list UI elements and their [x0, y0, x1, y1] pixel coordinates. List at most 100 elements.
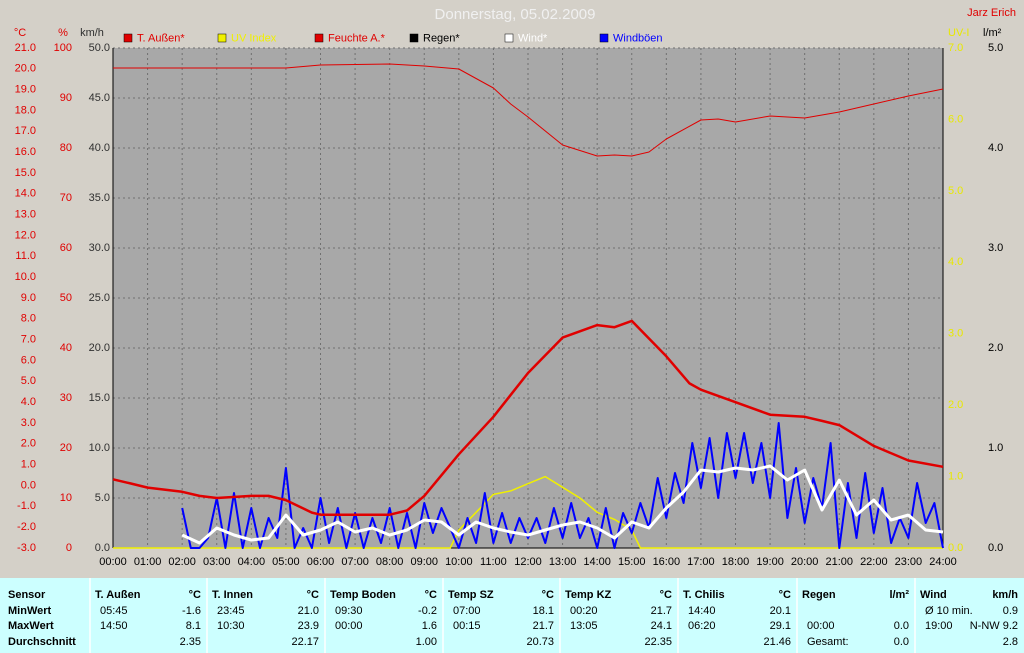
cell-time: 23:45	[217, 605, 245, 617]
x-tick-label: 08:00	[376, 556, 404, 568]
x-tick-label: 12:00	[514, 556, 542, 568]
y-tick-label: 10.0	[15, 271, 36, 283]
y-tick-label: 7.0	[948, 42, 963, 54]
legend-swatch	[217, 33, 227, 43]
y-tick-label: 15.0	[15, 167, 36, 179]
group-name: Wind	[920, 589, 947, 601]
y-tick-label: 25.0	[89, 292, 110, 304]
x-tick-label: 21:00	[825, 556, 853, 568]
y-tick-label: 50.0	[89, 42, 110, 54]
y-tick-label: -2.0	[17, 521, 36, 533]
cell-value: 24.1	[651, 620, 672, 632]
row-label: Durchschnitt	[8, 636, 76, 648]
cell-value: N-NW 9.2	[970, 620, 1018, 632]
cell-value: 1.00	[416, 636, 437, 648]
x-tick-label: 09:00	[410, 556, 438, 568]
cell-value: 20.73	[526, 636, 554, 648]
group-name: T. Innen	[212, 589, 253, 601]
cell-value: 2.35	[180, 636, 201, 648]
y-tick-label: 17.0	[15, 125, 36, 137]
cell-value: 21.7	[533, 620, 554, 632]
y-tick-label: -1.0	[17, 500, 36, 512]
cell-value: 0.0	[894, 636, 909, 648]
x-tick-label: 01:00	[134, 556, 162, 568]
series-line	[181, 464, 944, 545]
cell-value: -1.6	[182, 605, 201, 617]
y-tick-label: 14.0	[15, 188, 36, 200]
y-tick-label: 6.0	[948, 113, 963, 125]
y-tick-label: 6.0	[21, 354, 36, 366]
cell-time: 00:00	[807, 620, 835, 632]
y-tick-label: 60	[60, 242, 72, 254]
cell-value: 0.0	[894, 620, 909, 632]
y-tick-label: 30.0	[89, 242, 110, 254]
y-tick-label: 20	[60, 442, 72, 454]
y-tick-label: 1.0	[988, 442, 1003, 454]
x-tick-label: 10:00	[445, 556, 473, 568]
y-tick-label: 8.0	[21, 313, 36, 325]
group-unit: °C	[542, 589, 554, 601]
x-tick-label: 15:00	[618, 556, 646, 568]
axis-title: l/m²	[983, 27, 1002, 39]
y-tick-label: 21.0	[15, 42, 36, 54]
y-tick-label: 80	[60, 142, 72, 154]
cell-value: 1.6	[422, 620, 437, 632]
y-tick-label: 2.0	[948, 399, 963, 411]
x-tick-label: 20:00	[791, 556, 819, 568]
legend-swatch	[409, 33, 419, 43]
table-background	[0, 578, 1024, 653]
group-unit: km/h	[992, 589, 1018, 601]
legend-label: Regen*	[423, 32, 460, 44]
x-tick-label: 02:00	[168, 556, 196, 568]
y-tick-label: 3.0	[21, 417, 36, 429]
cell-value: 22.35	[644, 636, 672, 648]
y-tick-label: 15.0	[89, 392, 110, 404]
cell-time: 13:05	[570, 620, 598, 632]
axis-title: UV-I	[948, 27, 969, 39]
y-tick-label: 0.0	[95, 542, 110, 554]
y-tick-label: 20.0	[15, 63, 36, 75]
y-tick-label: 16.0	[15, 146, 36, 158]
author: Jarz Erich	[967, 7, 1016, 19]
legend-label: Windböen	[613, 32, 663, 44]
y-tick-label: 12.0	[15, 229, 36, 241]
y-tick-label: -3.0	[17, 542, 36, 554]
y-tick-label: 10.0	[89, 442, 110, 454]
cell-value: 2.8	[1003, 636, 1018, 648]
legend-swatch	[314, 33, 324, 43]
y-tick-label: 70	[60, 192, 72, 204]
x-tick-label: 14:00	[583, 556, 611, 568]
cell-time: 07:00	[453, 605, 481, 617]
group-unit: l/m²	[889, 589, 909, 601]
y-tick-label: 5.0	[988, 42, 1003, 54]
axis-title: °C	[14, 27, 26, 39]
group-unit: °C	[189, 589, 201, 601]
y-tick-label: 0	[66, 542, 72, 554]
series-line	[181, 422, 944, 549]
y-tick-label: 13.0	[15, 209, 36, 221]
y-tick-label: 90	[60, 92, 72, 104]
x-tick-label: 24:00	[929, 556, 957, 568]
x-tick-label: 11:00	[480, 556, 507, 568]
y-tick-label: 1.0	[21, 459, 36, 471]
cell-value: 0.9	[1003, 605, 1018, 617]
x-tick-label: 19:00	[756, 556, 784, 568]
group-unit: °C	[660, 589, 672, 601]
cell-value: 20.1	[770, 605, 791, 617]
row-label: MaxWert	[8, 620, 54, 632]
y-tick-label: 19.0	[15, 84, 36, 96]
y-tick-label: 40	[60, 342, 72, 354]
legend-label: Feuchte A.*	[328, 32, 386, 44]
y-tick-label: 50	[60, 292, 72, 304]
y-tick-label: 3.0	[988, 242, 1003, 254]
cell-time: 00:20	[570, 605, 598, 617]
cell-value: 22.17	[291, 636, 319, 648]
legend-swatch	[504, 33, 514, 43]
x-tick-label: 16:00	[653, 556, 681, 568]
y-tick-label: 18.0	[15, 104, 36, 116]
y-tick-label: 35.0	[89, 192, 110, 204]
cell-time: Ø 10 min.	[925, 605, 973, 617]
cell-time: 09:30	[335, 605, 363, 617]
